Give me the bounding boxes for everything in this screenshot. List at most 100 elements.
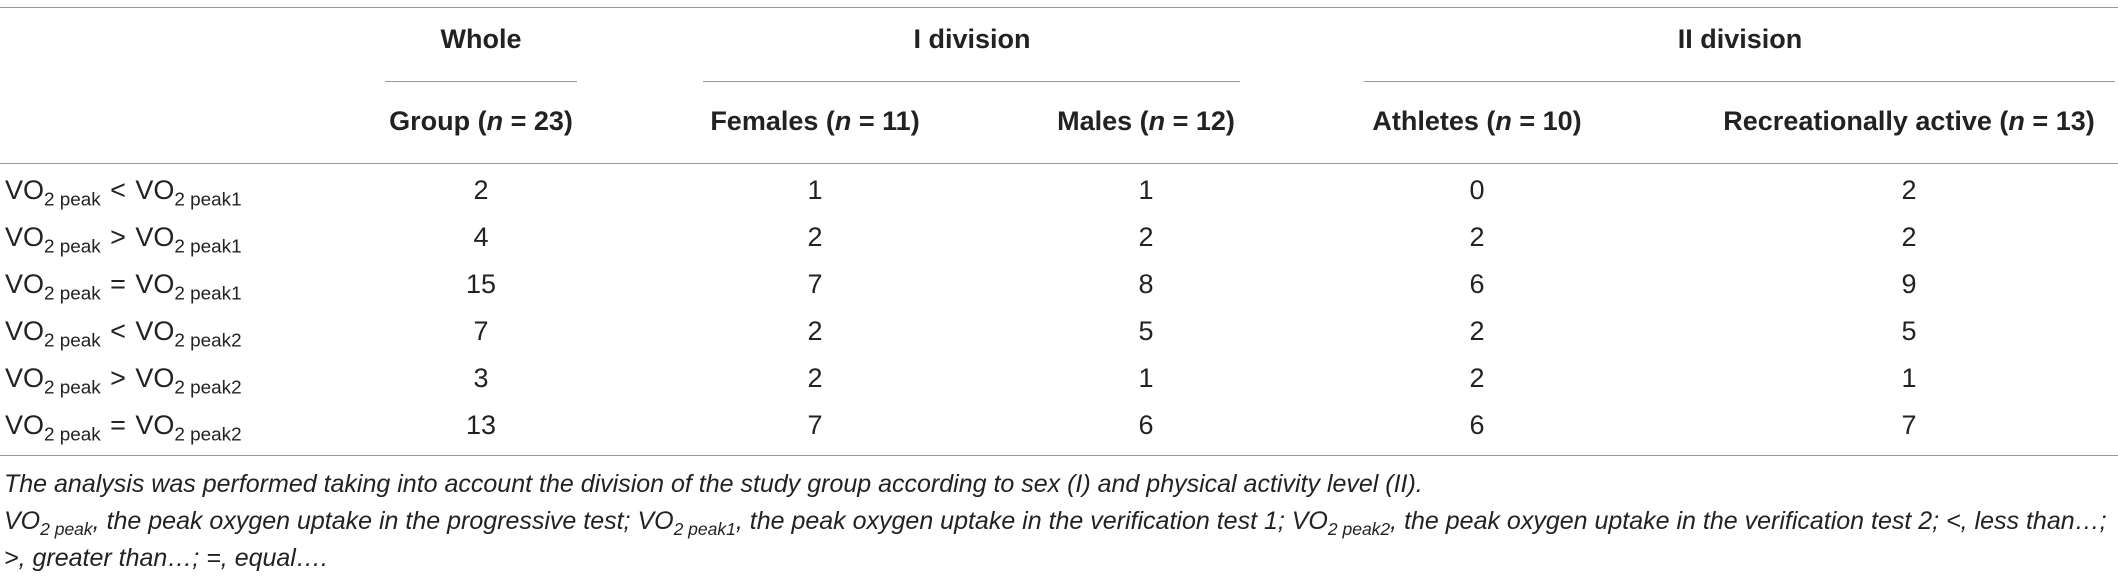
header-text: = 10) [1511, 106, 1582, 136]
header-text: = 11) [851, 106, 920, 136]
label-text: VO [5, 316, 45, 346]
footnote-text: , the peak oxygen uptake in the progress… [92, 507, 674, 535]
header-rule [0, 163, 2118, 164]
header-variable: n [486, 106, 504, 136]
header-text: Athletes ( [1372, 106, 1496, 136]
column-header: Athletes (n = 10) [1372, 106, 1581, 137]
header-text: Females ( [710, 106, 835, 136]
group-header: I division [913, 24, 1031, 54]
cell: 2 [1138, 222, 1154, 252]
cell: 1 [1138, 363, 1154, 393]
label-operator: < [110, 316, 126, 346]
header-text: Group ( [389, 106, 487, 136]
label-text: VO [5, 363, 45, 393]
header-text: = 13) [2024, 106, 2095, 136]
label-subscript: 2 peak1 [174, 189, 242, 211]
footnote-text: , the peak oxygen uptake in the verifica… [735, 507, 1328, 535]
row-label: VO2 peak > VO2 peak1 [5, 222, 242, 257]
cell: 2 [1469, 222, 1485, 252]
header-variable: n [1148, 106, 1166, 136]
cell: 0 [1469, 175, 1485, 205]
cell: 4 [473, 222, 489, 252]
cell: 8 [1138, 269, 1154, 299]
label-text: VO [135, 222, 175, 252]
row-label: VO2 peak < VO2 peak2 [5, 316, 242, 351]
top-rule [0, 7, 2118, 8]
label-text: VO [135, 175, 175, 205]
row-label: VO2 peak = VO2 peak1 [5, 269, 242, 304]
row-label: VO2 peak = VO2 peak2 [5, 410, 242, 445]
group-rule [385, 81, 577, 82]
column-header: Males (n = 12) [1057, 106, 1235, 137]
cell: 1 [807, 175, 823, 205]
footnote-text: , the peak oxygen uptake in the verifica… [4, 507, 2107, 572]
bottom-rule [0, 455, 2118, 456]
label-operator: < [110, 175, 126, 205]
footnote-subscript: 2 peak [40, 519, 93, 540]
cell: 7 [807, 410, 823, 440]
cell: 2 [1469, 363, 1485, 393]
label-subscript: 2 peak1 [174, 236, 242, 258]
cell: 13 [465, 410, 497, 440]
header-variable: n [2008, 106, 2025, 136]
cell: 2 [807, 222, 823, 252]
footnote-subscript: 2 peak1 [673, 519, 736, 540]
footnote: The analysis was performed taking into a… [4, 470, 1423, 498]
footnote-subscript: 2 peak2 [1327, 519, 1391, 540]
cell: 2 [473, 175, 489, 205]
label-text: VO [135, 410, 175, 440]
cell: 3 [473, 363, 489, 393]
label-text: VO [135, 363, 175, 393]
label-subscript: 2 peak2 [174, 424, 242, 446]
header-text: Males ( [1057, 106, 1149, 136]
header-text: = 23) [503, 106, 573, 136]
header-variable: n [834, 106, 852, 136]
cell: 5 [1138, 316, 1154, 346]
cell: 2 [1469, 316, 1485, 346]
label-subscript: 2 peak [44, 330, 101, 352]
group-rule [1364, 81, 2115, 82]
header-text: Recreationally active ( [1723, 106, 2009, 136]
label-text: VO [135, 316, 175, 346]
group-header: Whole [440, 24, 522, 54]
column-header: Group (n = 23) [389, 106, 573, 137]
label-subscript: 2 peak [44, 283, 101, 305]
cell: 5 [1901, 316, 1917, 346]
cell: 1 [1901, 363, 1917, 393]
cell: 2 [1901, 175, 1917, 205]
group-rule [703, 81, 1240, 82]
label-text: VO [5, 410, 45, 440]
label-subscript: 2 peak [44, 236, 101, 258]
cell: 1 [1138, 175, 1154, 205]
label-operator: = [110, 410, 126, 440]
cell: 6 [1469, 410, 1485, 440]
cell: 7 [807, 269, 823, 299]
cell: 2 [807, 363, 823, 393]
column-header: Recreationally active (n = 13) [1723, 106, 2094, 137]
header-text: = 12) [1165, 106, 1235, 136]
label-subscript: 2 peak2 [174, 330, 242, 352]
label-operator: = [110, 269, 126, 299]
header-variable: n [1495, 106, 1512, 136]
label-operator: > [110, 222, 126, 252]
label-subscript: 2 peak [44, 377, 101, 399]
footnote-text: VO [4, 507, 41, 535]
label-subscript: 2 peak [44, 189, 101, 211]
group-header: II division [1677, 24, 1803, 54]
cell: 2 [807, 316, 823, 346]
label-operator: > [110, 363, 126, 393]
label-text: VO [135, 269, 175, 299]
cell: 15 [465, 269, 497, 299]
label-text: VO [5, 175, 45, 205]
footnote: VO2 peak, the peak oxygen uptake in the … [4, 503, 2114, 577]
cell: 7 [1901, 410, 1917, 440]
label-subscript: 2 peak [44, 424, 101, 446]
row-label: VO2 peak > VO2 peak2 [5, 363, 242, 398]
label-subscript: 2 peak2 [174, 377, 242, 399]
cell: 6 [1138, 410, 1154, 440]
column-header: Females (n = 11) [710, 106, 919, 137]
cell: 6 [1469, 269, 1485, 299]
cell: 7 [473, 316, 489, 346]
cell: 2 [1901, 222, 1917, 252]
